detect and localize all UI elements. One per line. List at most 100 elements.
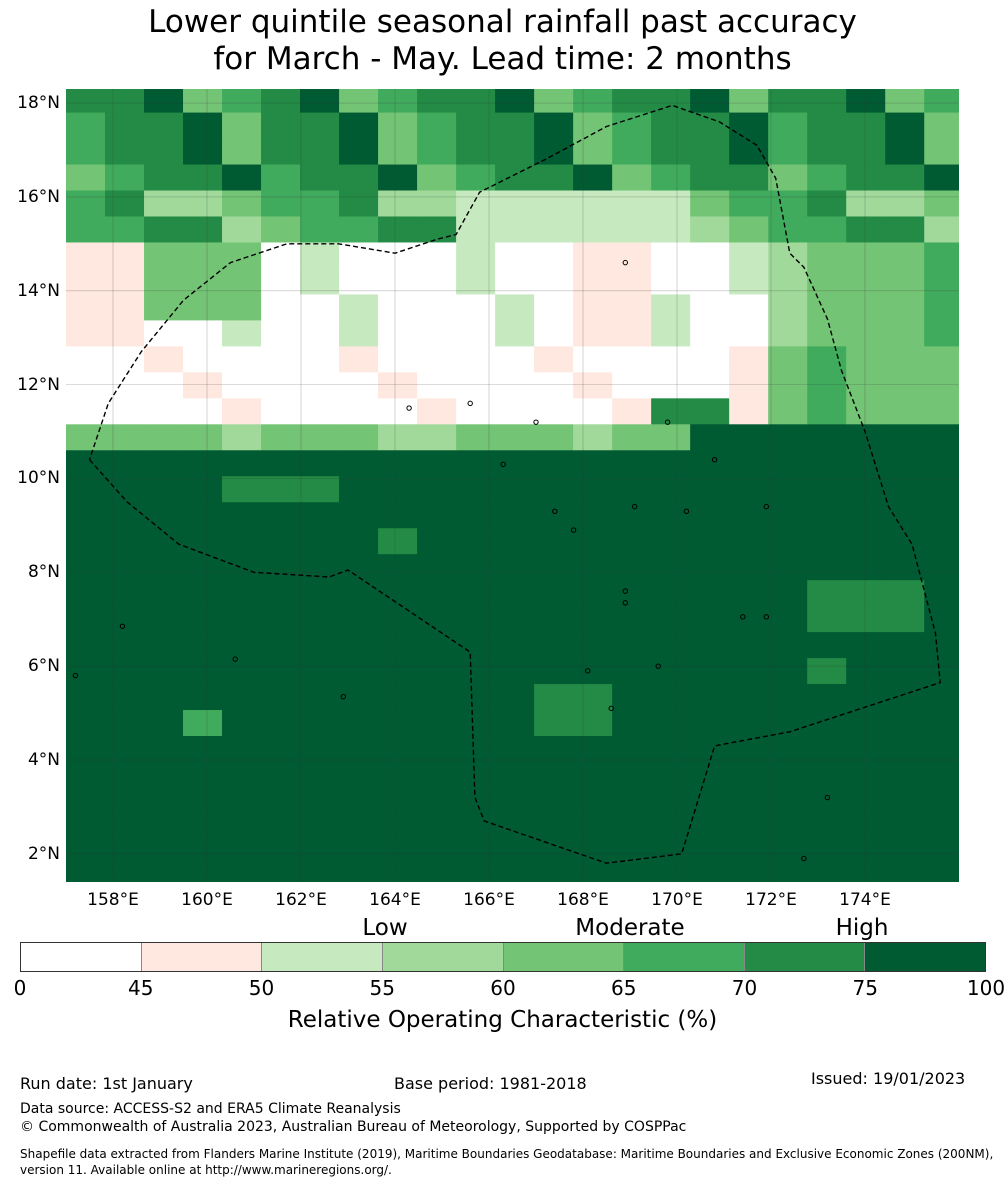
accuracy-cell xyxy=(573,579,613,607)
accuracy-cell xyxy=(183,787,223,814)
accuracy-cell xyxy=(300,241,340,269)
accuracy-cell xyxy=(768,839,808,866)
accuracy-cell xyxy=(768,138,808,165)
accuracy-cell xyxy=(729,345,769,373)
accuracy-cell xyxy=(534,501,574,529)
accuracy-cell xyxy=(456,89,496,113)
accuracy-cell xyxy=(534,761,574,788)
accuracy-cell xyxy=(222,423,262,451)
accuracy-cell xyxy=(924,709,959,737)
accuracy-cell xyxy=(456,501,496,529)
accuracy-cell xyxy=(690,839,730,866)
accuracy-cell xyxy=(417,657,457,685)
accuracy-cell xyxy=(885,553,925,581)
accuracy-cell xyxy=(651,267,691,295)
accuracy-cell xyxy=(339,371,379,399)
accuracy-cell xyxy=(612,813,652,840)
accuracy-cell xyxy=(417,605,457,633)
accuracy-cell xyxy=(378,527,418,555)
accuracy-cell xyxy=(456,319,496,347)
accuracy-cell xyxy=(729,190,769,217)
accuracy-cell xyxy=(807,605,847,633)
accuracy-cell xyxy=(66,631,106,659)
accuracy-cell xyxy=(729,215,769,243)
accuracy-cell xyxy=(417,89,457,113)
accuracy-cell xyxy=(495,215,535,243)
accuracy-cell xyxy=(885,138,925,165)
accuracy-cell xyxy=(261,319,301,347)
accuracy-cell xyxy=(534,553,574,581)
accuracy-cell xyxy=(846,501,886,529)
accuracy-cell xyxy=(768,190,808,217)
accuracy-cell xyxy=(261,657,301,685)
accuracy-cell xyxy=(66,813,106,840)
accuracy-cell xyxy=(495,527,535,555)
accuracy-cell xyxy=(651,371,691,399)
accuracy-cell xyxy=(690,190,730,217)
island-outline xyxy=(824,794,831,801)
accuracy-cell xyxy=(924,89,959,113)
accuracy-cell xyxy=(573,501,613,529)
accuracy-cell xyxy=(651,501,691,529)
accuracy-cell xyxy=(690,138,730,165)
accuracy-cell xyxy=(378,657,418,685)
accuracy-cell xyxy=(261,605,301,633)
accuracy-cell xyxy=(144,241,184,269)
island-outline xyxy=(763,503,769,510)
accuracy-cell xyxy=(66,709,106,737)
accuracy-cell xyxy=(534,449,574,477)
colorbar-tick-label: 65 xyxy=(611,976,637,1000)
accuracy-cell xyxy=(768,345,808,373)
accuracy-cell xyxy=(690,397,730,425)
accuracy-cell xyxy=(846,215,886,243)
accuracy-cell xyxy=(261,449,301,477)
accuracy-cell xyxy=(339,138,379,165)
accuracy-cell xyxy=(612,397,652,425)
accuracy-cell xyxy=(612,527,652,555)
accuracy-cell xyxy=(339,423,379,451)
accuracy-cell xyxy=(807,423,847,451)
accuracy-cell xyxy=(456,423,496,451)
accuracy-cell xyxy=(222,89,262,113)
accuracy-cell xyxy=(768,371,808,399)
accuracy-cell xyxy=(300,709,340,737)
accuracy-cell xyxy=(66,579,106,607)
accuracy-cell xyxy=(183,735,223,762)
accuracy-cell xyxy=(378,553,418,581)
accuracy-cell xyxy=(105,138,145,165)
accuracy-cell xyxy=(456,761,496,788)
accuracy-cell xyxy=(924,527,959,555)
accuracy-cell xyxy=(105,319,145,347)
accuracy-cell xyxy=(651,527,691,555)
accuracy-cell xyxy=(768,605,808,633)
accuracy-cell xyxy=(417,423,457,451)
accuracy-cell xyxy=(66,319,106,347)
colorbar-segment xyxy=(624,943,745,971)
accuracy-cell xyxy=(768,449,808,477)
accuracy-cell xyxy=(144,345,184,373)
accuracy-cell xyxy=(924,475,959,503)
accuracy-cell xyxy=(924,865,959,882)
accuracy-cell xyxy=(807,397,847,425)
accuracy-cell xyxy=(534,215,574,243)
accuracy-cell xyxy=(261,501,301,529)
accuracy-cell xyxy=(183,112,223,139)
accuracy-cell xyxy=(300,371,340,399)
accuracy-cell xyxy=(807,293,847,321)
accuracy-cell xyxy=(651,631,691,659)
accuracy-cell xyxy=(417,397,457,425)
island-outline xyxy=(500,461,506,468)
accuracy-cell xyxy=(846,319,886,347)
longitude-tick-label: 170°E xyxy=(651,890,703,910)
accuracy-cell xyxy=(66,657,106,685)
accuracy-cell xyxy=(573,605,613,633)
accuracy-cell xyxy=(144,89,184,113)
accuracy-cell xyxy=(885,423,925,451)
accuracy-cell xyxy=(417,683,457,711)
accuracy-cell xyxy=(729,319,769,347)
accuracy-cell xyxy=(690,319,730,347)
accuracy-cell xyxy=(66,527,106,555)
accuracy-cell xyxy=(66,241,106,269)
accuracy-cell xyxy=(807,345,847,373)
accuracy-cell xyxy=(690,112,730,139)
